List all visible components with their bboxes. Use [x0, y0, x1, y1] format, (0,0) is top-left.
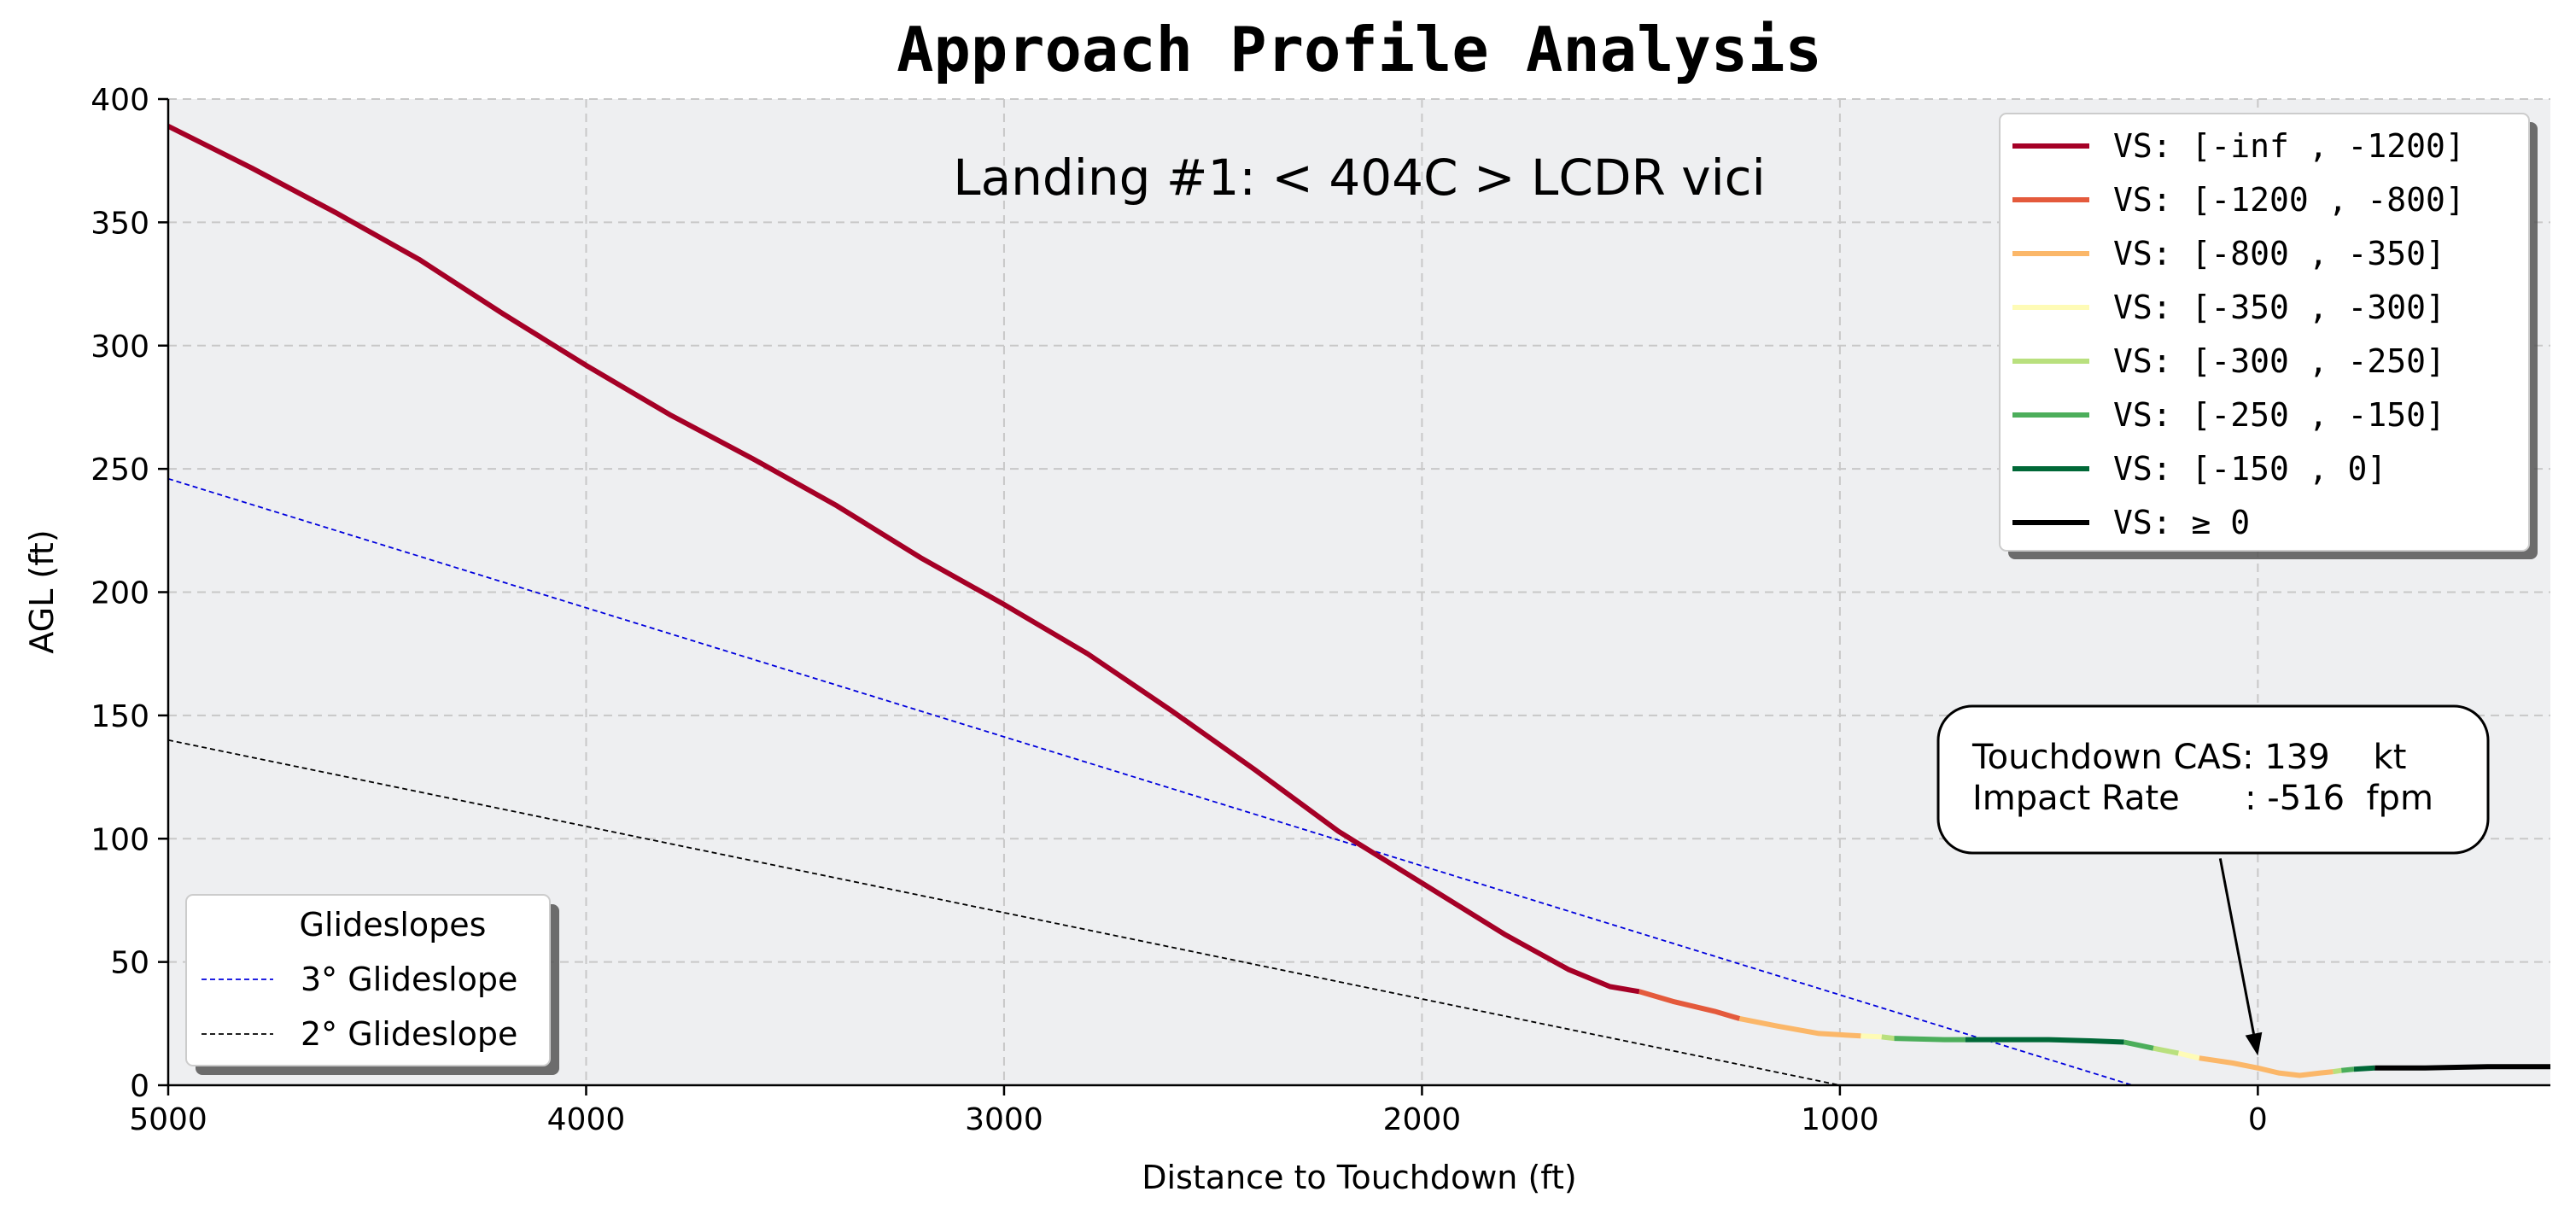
legend-gs-label: 3° Glideslope	[301, 961, 517, 998]
y-tick-label: 0	[130, 1069, 149, 1104]
approach-segment	[1881, 1034, 1895, 1042]
approach-segment	[2199, 1055, 2334, 1078]
x-axis-label: Distance to Touchdown (ft)	[1142, 1159, 1576, 1196]
annotation-arrowhead	[2245, 1031, 2263, 1056]
x-tick-label: 1000	[1801, 1102, 1879, 1137]
y-axis-label: AGL (ft)	[23, 529, 61, 653]
chart-title: Approach Profile Analysis	[897, 14, 1822, 85]
x-tick-label: 2000	[1383, 1102, 1462, 1137]
y-tick-label: 350	[91, 206, 149, 241]
y-tick-label: 100	[91, 822, 149, 857]
annotation-arrow	[2218, 858, 2255, 1035]
annotation-box	[1936, 704, 2490, 855]
glideslope-line	[168, 739, 1841, 1085]
approach-segment	[2353, 1065, 2375, 1072]
legend-gs-items: 3° Glideslope 2° Glideslope	[202, 961, 517, 1053]
approach-segment	[1965, 1037, 2124, 1045]
annotation-impact-rate: Impact Rate : -516 fpm	[1972, 779, 2433, 818]
touchdown-annotation: Touchdown CAS: 139 kt Impact Rate : -516…	[1936, 704, 2490, 1056]
y-tick-label: 300	[91, 330, 149, 365]
legend-gs-label: 2° Glideslope	[301, 1015, 517, 1053]
legend-vertical-speed: VS: [-inf , -1200] VS: [-1200 , -800] VS: …	[1999, 113, 2538, 559]
approach-segment	[2374, 1064, 2550, 1071]
glideslope-lines	[168, 477, 2133, 1085]
legend-vs-label: VS: [-250 , -150]	[2113, 396, 2445, 434]
y-tick-label: 400	[91, 83, 149, 118]
approach-path	[168, 124, 2550, 1078]
legend-gs-title: Glideslopes	[300, 906, 487, 944]
legend-gs-box	[185, 894, 551, 1066]
legend-vs-label: VS: ≥ 0	[2113, 504, 2250, 541]
x-tick-label: 0	[2248, 1102, 2268, 1137]
y-ticks: 0 50 100 150 200 250 300 350 400	[91, 83, 168, 1104]
approach-segment	[2123, 1039, 2154, 1051]
y-tick-label: 250	[91, 453, 149, 488]
x-ticks: 5000 4000 3000 2000 1000 0	[129, 1085, 2268, 1137]
legend-vs-label: VS: [-350 , -300]	[2113, 289, 2445, 326]
approach-segment	[1894, 1036, 1966, 1043]
y-tick-label: 200	[91, 576, 149, 611]
approach-segment	[168, 124, 1640, 995]
y-tick-label: 50	[110, 946, 149, 981]
legend-vs-label: VS: [-800 , -350]	[2113, 235, 2445, 272]
legend-glideslopes: Glideslopes 3° Glideslope 2° Glideslope	[185, 894, 559, 1075]
legend-vs-box	[1999, 113, 2530, 552]
legend-vs-items: VS: [-inf , -1200] VS: [-1200 , -800] VS: …	[2012, 127, 2465, 541]
approach-segment	[2177, 1050, 2200, 1061]
glideslope-line	[168, 477, 2133, 1085]
x-tick-label: 3000	[965, 1102, 1043, 1137]
legend-vs-label: VS: [-300 , -250]	[2113, 342, 2445, 380]
approach-segment	[1738, 1016, 1861, 1039]
approach-segment	[1638, 989, 1741, 1021]
legend-vs-label: VS: [-1200 , -800]	[2113, 181, 2465, 219]
chart-subtitle: Landing #1: < 404C > LCDR vici	[953, 149, 1765, 207]
approach-segment	[1860, 1033, 1882, 1040]
x-tick-label: 4000	[547, 1102, 626, 1137]
legend-vs-label: VS: [-150 , 0]	[2113, 450, 2386, 488]
legend-vs-label: VS: [-inf , -1200]	[2113, 127, 2465, 165]
x-tick-label: 5000	[129, 1102, 207, 1137]
approach-segment	[2153, 1045, 2179, 1056]
approach-segment	[2340, 1066, 2355, 1073]
approach-segment	[2333, 1067, 2342, 1075]
y-tick-label: 150	[91, 699, 149, 734]
annotation-touchdown-cas: Touchdown CAS: 139 kt	[1971, 738, 2406, 777]
